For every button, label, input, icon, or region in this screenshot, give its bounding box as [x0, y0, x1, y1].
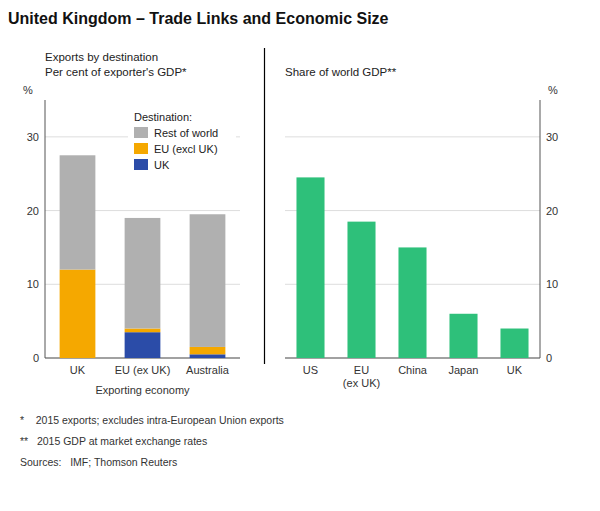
category-label-line: UK	[70, 364, 86, 376]
panel-divider	[264, 48, 265, 364]
bar	[125, 332, 161, 358]
bar	[398, 247, 426, 358]
tick-label: 0	[546, 352, 552, 364]
x-axis-label: Exporting economy	[95, 384, 190, 396]
bar	[190, 347, 226, 354]
bar	[347, 222, 375, 358]
tick-label: 30	[27, 131, 39, 143]
bar	[500, 329, 528, 358]
footnote: * 2015 exports; excludes intra-European …	[20, 414, 284, 426]
legend-entry: EU (excl UK)	[154, 143, 218, 155]
category-label-line: EU	[354, 364, 369, 376]
bars	[296, 177, 528, 358]
bar	[190, 354, 226, 358]
legend-entry: Rest of world	[154, 127, 218, 139]
legend-title: Destination:	[134, 111, 192, 123]
bars	[60, 155, 226, 358]
chart-root: 0 10 20 30% Exports by destination Per cent o…	[0, 0, 600, 511]
legend-entry: UK	[154, 159, 170, 171]
chart-title: United Kingdom – Trade Links and Economi…	[8, 10, 389, 27]
bar	[449, 314, 477, 358]
category-label: Australia	[186, 364, 230, 376]
panel-subtitle: Per cent of exporter's GDP*	[45, 66, 187, 78]
background	[0, 0, 600, 511]
category-label: China	[398, 364, 428, 376]
panel-right: 0 10 20 30% Share of world GDP** US EU(ex UK) C…	[285, 66, 558, 389]
bar	[190, 214, 226, 347]
category-label-line: UK	[507, 364, 523, 376]
category-label: US	[303, 364, 318, 376]
tick-label: 20	[546, 205, 558, 217]
category-label-line: EU (ex UK)	[115, 364, 171, 376]
category-label-line: Japan	[449, 364, 479, 376]
category-label-line: China	[398, 364, 428, 376]
legend: Destination: Rest of world EU (excl UK) UK	[128, 104, 236, 178]
panel-subtitle: Share of world GDP**	[285, 66, 397, 78]
category-label: Japan	[449, 364, 479, 376]
category-label-line: (ex UK)	[343, 377, 380, 389]
tick-label: 10	[27, 278, 39, 290]
panel-subtitle: Exports by destination	[45, 51, 158, 63]
y-axis-label: %	[23, 84, 33, 96]
y-axis-line	[540, 100, 541, 358]
category-label-line: US	[303, 364, 318, 376]
bar	[60, 155, 96, 269]
bar	[60, 270, 96, 358]
legend-swatch	[134, 143, 148, 154]
y-axis-line	[45, 100, 46, 358]
bar	[296, 177, 324, 358]
legend-box	[128, 104, 236, 178]
bar	[125, 218, 161, 329]
panel-left: 0 10 20 30% Exports by destination Per cent o…	[23, 51, 240, 396]
tick-label: 20	[27, 205, 39, 217]
grid-line	[285, 136, 540, 137]
category-label: EU(ex UK)	[343, 364, 380, 389]
category-label-line: Australia	[186, 364, 230, 376]
tick-label: 0	[33, 352, 39, 364]
y-axis-label: %	[548, 84, 558, 96]
category-label: UK	[70, 364, 86, 376]
legend-swatch	[134, 127, 148, 138]
bar	[125, 329, 161, 333]
legend-swatch	[134, 159, 148, 170]
tick-label: 30	[546, 131, 558, 143]
tick-label: 10	[546, 278, 558, 290]
footnote: ** 2015 GDP at market exchange rates	[20, 435, 207, 447]
footnote: Sources: IMF; Thomson Reuters	[20, 456, 177, 468]
category-label: EU (ex UK)	[115, 364, 171, 376]
category-label: UK	[507, 364, 523, 376]
